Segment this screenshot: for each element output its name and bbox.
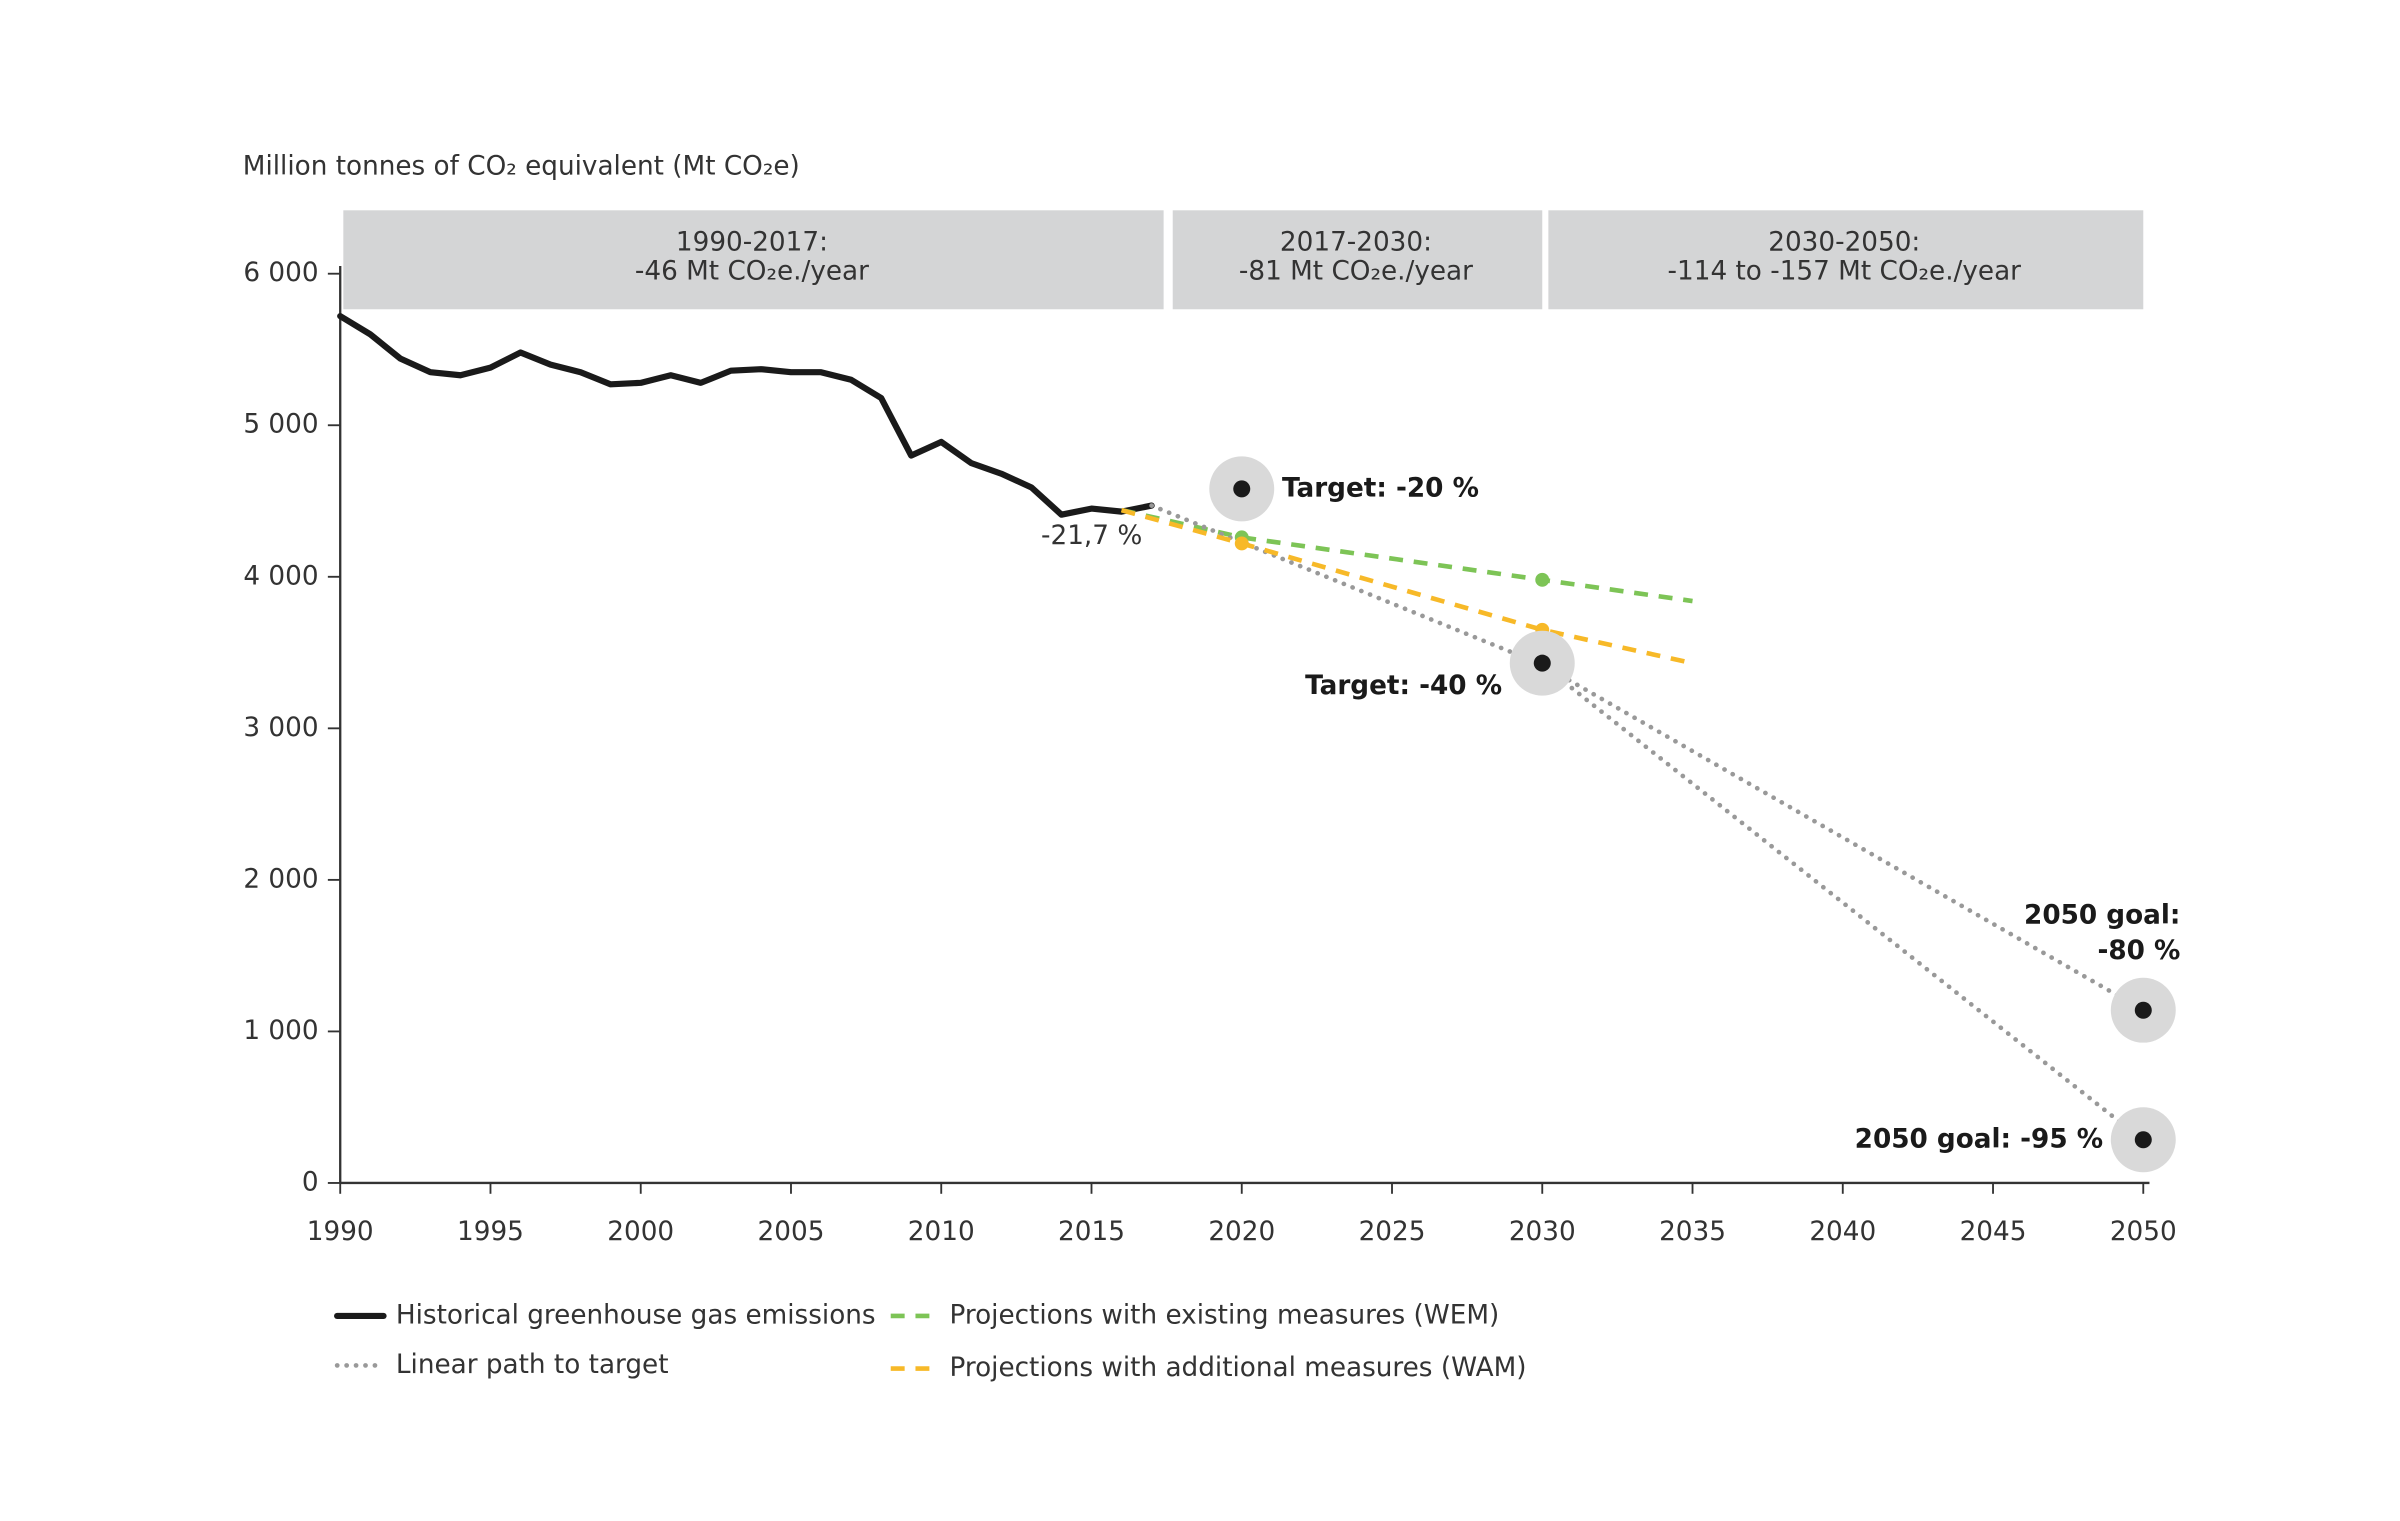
y-tick-label: 6 000 bbox=[243, 258, 318, 288]
target-label: 2050 goal: bbox=[2024, 900, 2180, 930]
legend-label: Historical greenhouse gas emissions bbox=[396, 1300, 876, 1330]
x-tick-label: 2030 bbox=[1509, 1217, 1576, 1247]
series-line bbox=[1120, 507, 1694, 666]
x-tick-label: 1990 bbox=[307, 1217, 374, 1247]
y-tick-label: 3 000 bbox=[243, 713, 318, 743]
legend-label: Linear path to target bbox=[396, 1350, 669, 1380]
x-tick-label: 2005 bbox=[758, 1217, 825, 1247]
change-label: -21,7 % bbox=[1041, 521, 1142, 551]
period-box bbox=[1172, 210, 1543, 310]
target-point bbox=[2134, 1131, 2152, 1149]
series-line bbox=[1121, 507, 1693, 604]
target-point bbox=[1533, 654, 1551, 672]
x-tick-label: 2040 bbox=[1809, 1217, 1876, 1247]
y-tick-label: 1 000 bbox=[243, 1016, 318, 1046]
legend-label: Projections with existing measures (WEM) bbox=[949, 1300, 1499, 1330]
y-axis-label: Million tonnes of CO₂ equivalent (Mt CO₂… bbox=[243, 152, 800, 182]
period-label: 2017-2030: bbox=[1280, 227, 1432, 257]
x-tick-label: 2010 bbox=[908, 1217, 975, 1247]
x-tick-label: 2035 bbox=[1659, 1217, 1726, 1247]
legend-label: Projections with additional measures (WA… bbox=[949, 1353, 1526, 1383]
x-tick-label: 2025 bbox=[1359, 1217, 1426, 1247]
x-tick-label: 2045 bbox=[1960, 1217, 2027, 1247]
y-tick-label: 2 000 bbox=[243, 864, 318, 894]
period-box bbox=[343, 210, 1164, 310]
target-label: Target: -40 % bbox=[1305, 671, 1502, 701]
period-rate: -114 to -157 Mt CO₂e./year bbox=[1668, 257, 2022, 287]
period-label: 2030-2050: bbox=[1768, 227, 1920, 257]
series-marker bbox=[1234, 536, 1249, 551]
x-tick-label: 2020 bbox=[1208, 1217, 1275, 1247]
target-point bbox=[2134, 1001, 2152, 1019]
y-tick-label: 4 000 bbox=[243, 561, 318, 591]
period-label: 1990-2017: bbox=[676, 227, 828, 257]
series-marker bbox=[1535, 572, 1550, 587]
target-label: Target: -20 % bbox=[1282, 473, 1479, 503]
target-label: 2050 goal: -95 % bbox=[1855, 1124, 2103, 1154]
period-rate: -81 Mt CO₂e./year bbox=[1239, 257, 1473, 287]
target-point bbox=[1233, 480, 1251, 498]
series-line bbox=[337, 313, 1155, 518]
target-label: -80 % bbox=[2097, 936, 2180, 966]
y-tick-label: 0 bbox=[302, 1167, 319, 1197]
x-tick-label: 1995 bbox=[457, 1217, 524, 1247]
x-tick-label: 2015 bbox=[1058, 1217, 1125, 1247]
period-box bbox=[1548, 210, 2144, 310]
x-tick-label: 2050 bbox=[2110, 1217, 2177, 1247]
period-rate: -46 Mt CO₂e./year bbox=[635, 257, 869, 287]
x-tick-label: 2000 bbox=[607, 1217, 674, 1247]
series-line bbox=[1149, 503, 2146, 1013]
y-tick-label: 5 000 bbox=[243, 410, 318, 440]
